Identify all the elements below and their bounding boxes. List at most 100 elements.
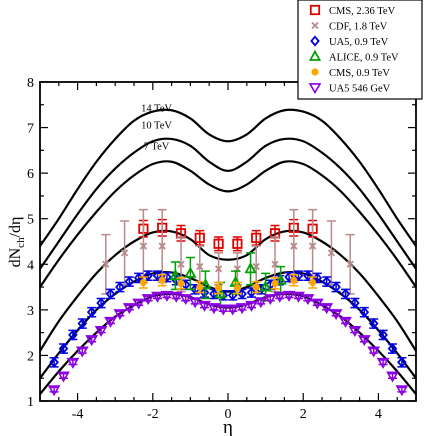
data-point bbox=[244, 261, 257, 274]
data-point bbox=[47, 385, 61, 397]
error-bar bbox=[228, 305, 238, 312]
legend-label: ALICE, 0.9 TeV bbox=[329, 53, 399, 64]
series-5 bbox=[138, 274, 318, 295]
x-tick-label: 4 bbox=[375, 407, 382, 422]
error-bar bbox=[162, 292, 172, 299]
data-point bbox=[143, 270, 153, 282]
error-bar bbox=[350, 327, 360, 334]
legend-marker bbox=[308, 83, 322, 95]
error-bar bbox=[181, 295, 191, 302]
data-point bbox=[216, 304, 230, 316]
data-point bbox=[320, 303, 334, 315]
data-point bbox=[199, 277, 212, 290]
y-axis-label-tail: /dη bbox=[7, 217, 24, 238]
data-point bbox=[105, 288, 116, 300]
data-point bbox=[75, 346, 89, 358]
data-point bbox=[85, 335, 99, 347]
data-point bbox=[290, 242, 298, 250]
data-point bbox=[321, 276, 332, 288]
data-point bbox=[214, 265, 223, 273]
legend: CMS, 2.36 TeV CDF, 1.8 TeV UA5, 0.9 TeV ALI… bbox=[297, 0, 423, 100]
data-point bbox=[327, 249, 336, 257]
data-point bbox=[246, 286, 257, 299]
data-point bbox=[340, 288, 351, 300]
data-point bbox=[141, 294, 155, 306]
data-point bbox=[162, 271, 172, 283]
error-bar bbox=[153, 293, 162, 300]
data-point bbox=[282, 290, 296, 302]
data-point bbox=[254, 297, 268, 309]
curve-label: 14 TeV bbox=[141, 104, 172, 115]
legend-marker bbox=[311, 21, 319, 30]
curve-label: 10 TeV bbox=[141, 120, 172, 131]
data-point bbox=[284, 271, 294, 283]
data-point bbox=[301, 294, 315, 306]
legend-entry: CMS, 0.9 TeV bbox=[311, 68, 390, 79]
model-curve-2 bbox=[39, 137, 417, 270]
data-point bbox=[66, 357, 80, 369]
y-tick-label: 5 bbox=[27, 213, 34, 228]
x-tick-label: -4 bbox=[72, 407, 84, 422]
data-point bbox=[169, 268, 182, 281]
error-bar bbox=[237, 304, 247, 311]
error-bar bbox=[96, 327, 106, 334]
error-bar bbox=[369, 347, 379, 354]
y-tick-label: 8 bbox=[27, 76, 34, 91]
data-point bbox=[232, 238, 243, 249]
data-point bbox=[252, 262, 260, 271]
error-bar bbox=[265, 295, 275, 302]
error-bar bbox=[303, 295, 313, 302]
legend-box bbox=[297, 0, 423, 100]
data-point bbox=[113, 309, 127, 321]
legend-marker bbox=[310, 35, 320, 47]
curve-label: 7 TeV bbox=[144, 141, 170, 152]
data-point bbox=[132, 298, 146, 310]
error-bar bbox=[256, 298, 266, 305]
error-bar bbox=[185, 256, 195, 291]
error-bar bbox=[275, 293, 285, 300]
data-point bbox=[387, 343, 398, 355]
data-point bbox=[251, 232, 262, 243]
error-bar bbox=[312, 299, 322, 307]
data-point bbox=[252, 283, 260, 291]
data-point bbox=[348, 325, 362, 337]
data-point bbox=[207, 303, 221, 315]
legend-label: UA5, 0.9 TeV bbox=[329, 37, 389, 48]
error-bar bbox=[143, 295, 153, 302]
y-axis-label: dNch/dη bbox=[7, 217, 27, 268]
data-point bbox=[160, 290, 174, 302]
error-bar bbox=[331, 310, 341, 317]
data-point bbox=[329, 309, 343, 321]
y-tick-label: 6 bbox=[27, 167, 34, 182]
data-point bbox=[124, 276, 135, 288]
data-point bbox=[395, 385, 409, 397]
error-bar bbox=[124, 304, 134, 311]
error-bar bbox=[200, 302, 209, 309]
error-bar bbox=[388, 372, 397, 379]
y-tick-label: 3 bbox=[27, 304, 34, 319]
error-bar bbox=[87, 336, 97, 343]
data-point bbox=[194, 232, 205, 243]
y-tick-label: 4 bbox=[27, 258, 34, 273]
data-point bbox=[367, 346, 381, 358]
error-bar bbox=[68, 359, 78, 366]
legend-entry: UA5 546 GeV bbox=[308, 83, 391, 95]
error-bar bbox=[134, 299, 144, 307]
error-bar bbox=[106, 318, 115, 325]
error-bar bbox=[218, 305, 228, 312]
data-point bbox=[213, 238, 224, 249]
data-point bbox=[386, 371, 399, 383]
curve-labels: 14 TeV 10 TeV 7 TeV bbox=[141, 104, 172, 153]
error-bar bbox=[359, 336, 369, 343]
legend-entry: ALICE, 0.9 TeV bbox=[308, 49, 399, 64]
data-point bbox=[169, 291, 183, 303]
data-point bbox=[309, 278, 317, 287]
y-tick-label: 1 bbox=[27, 395, 34, 410]
data-point bbox=[273, 291, 287, 303]
x-tick-label: 2 bbox=[300, 407, 307, 422]
data-point bbox=[196, 283, 204, 291]
x-tick-label: -2 bbox=[147, 407, 159, 422]
data-point bbox=[177, 279, 185, 288]
legend-label: UA5 546 GeV bbox=[329, 84, 391, 95]
data-point bbox=[57, 371, 70, 383]
